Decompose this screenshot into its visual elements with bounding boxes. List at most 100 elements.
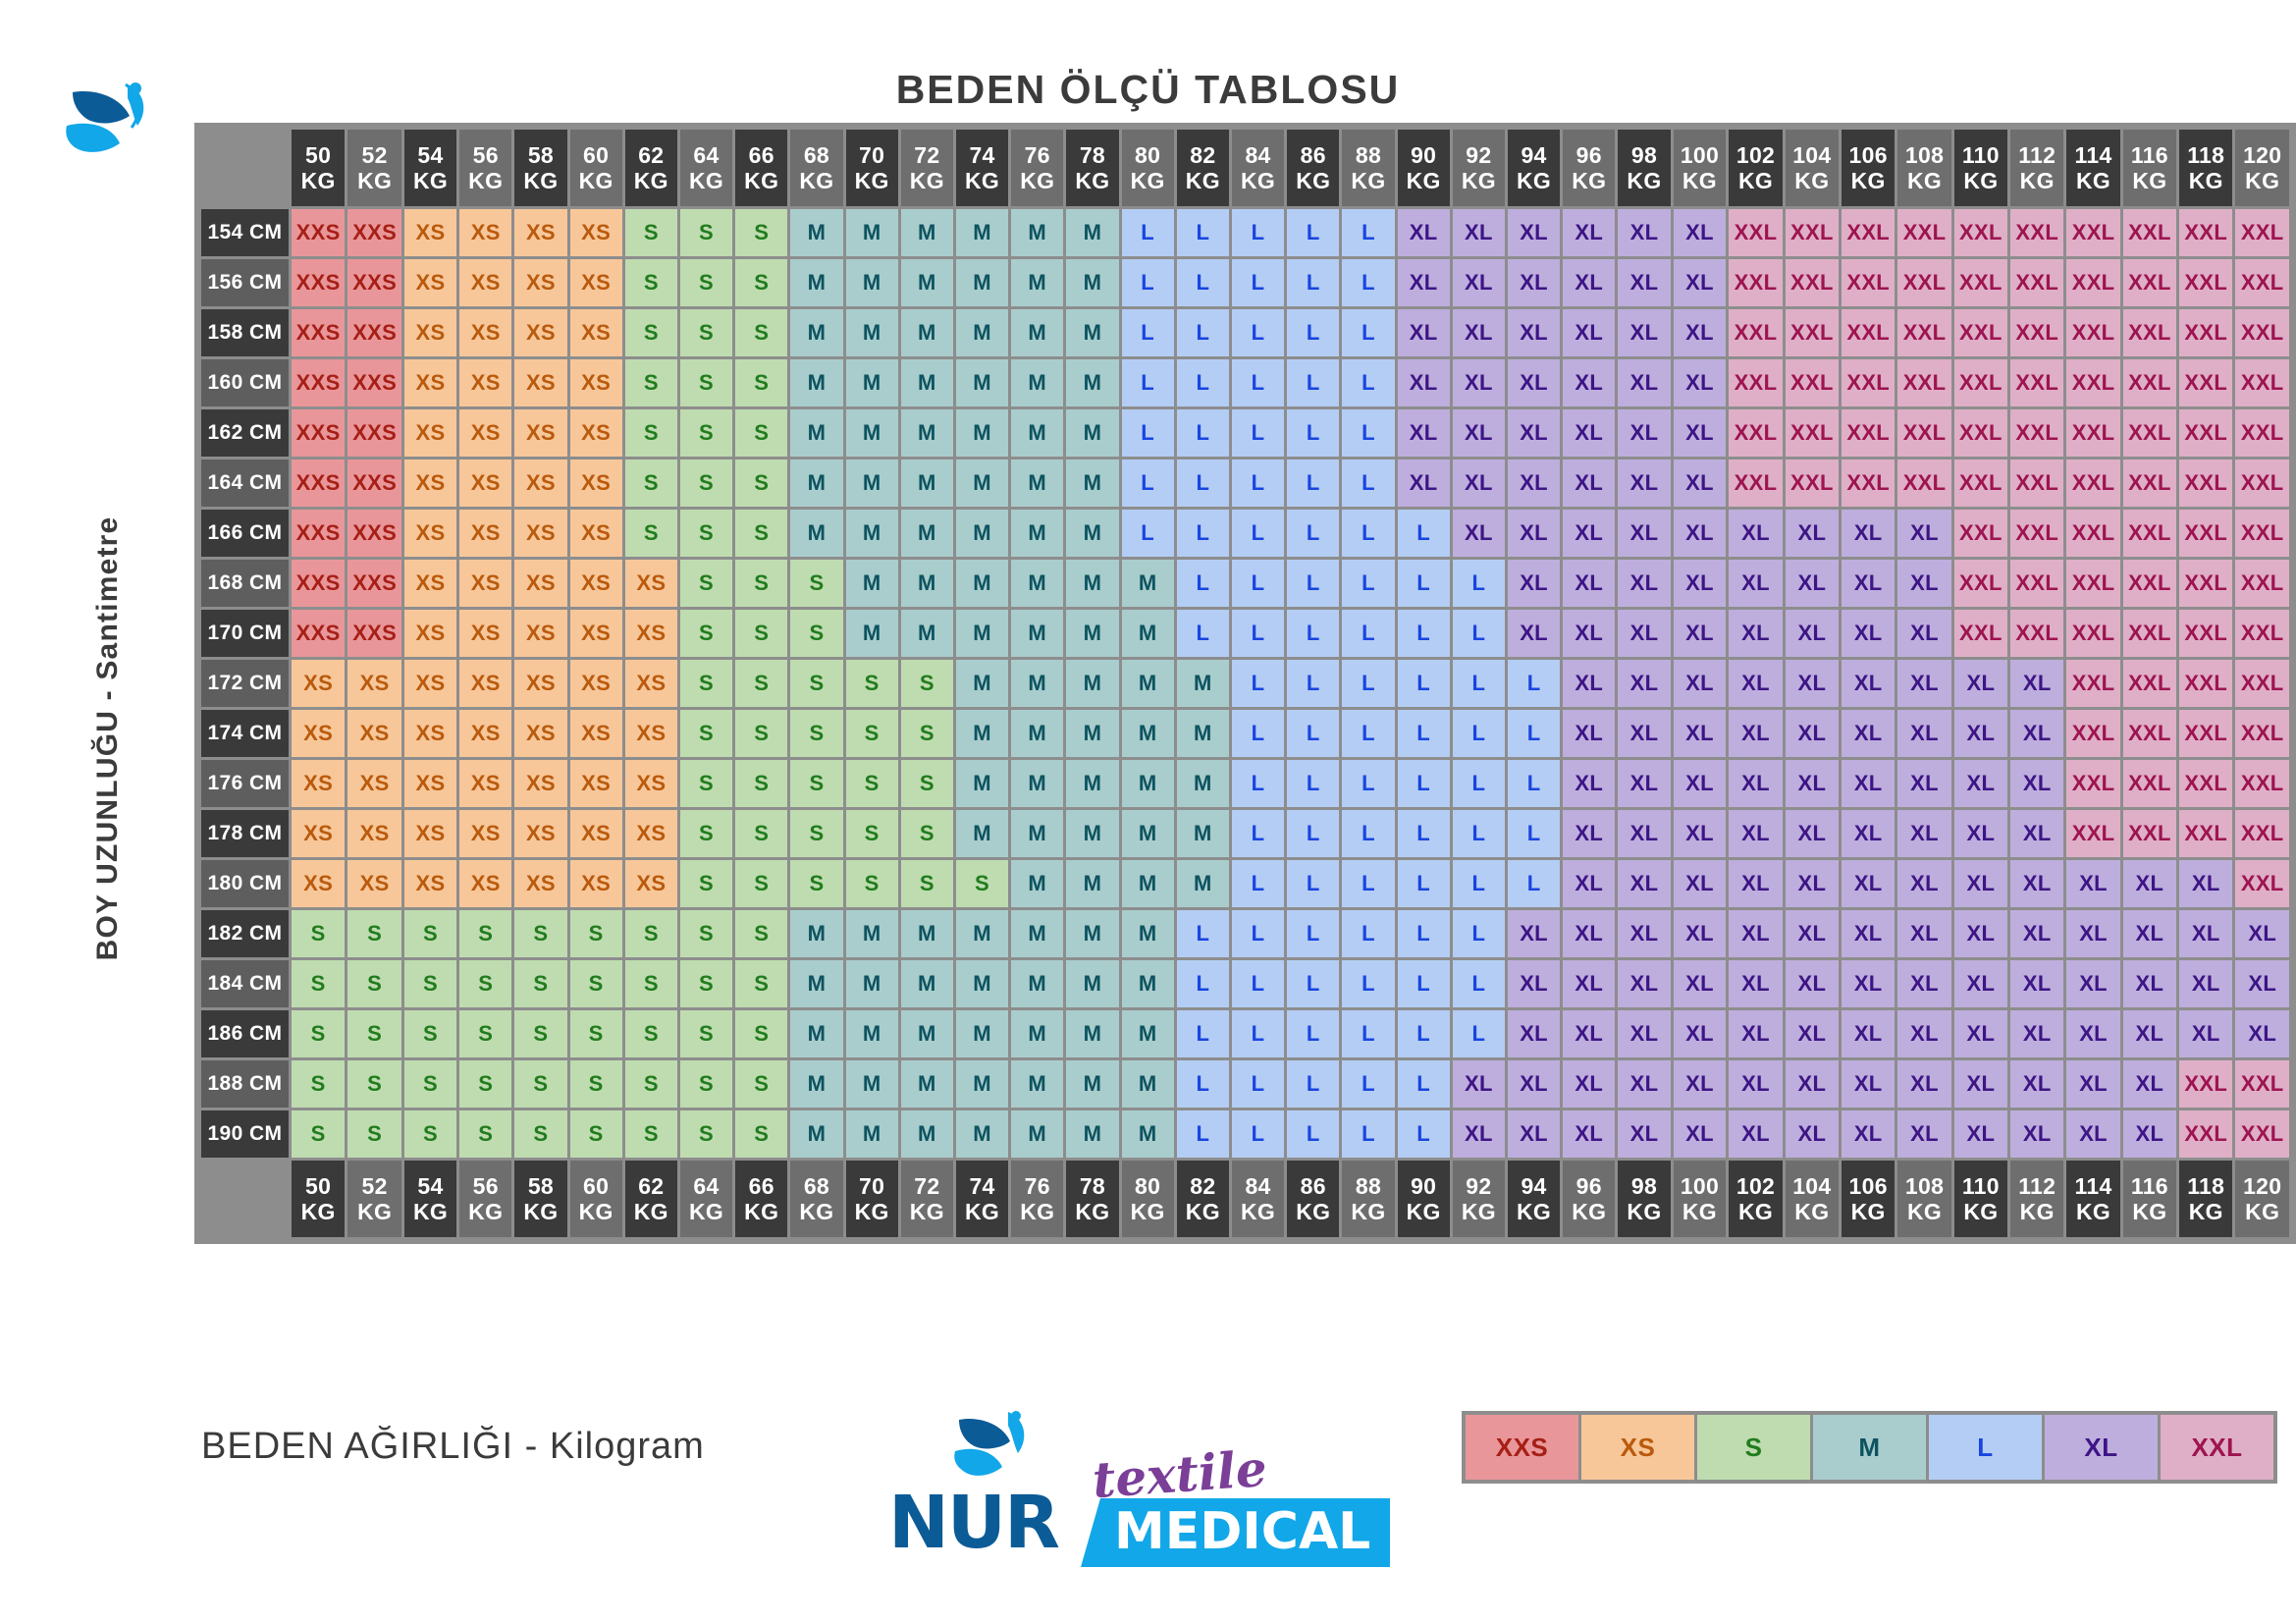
weight-value: 92: [1466, 1173, 1492, 1199]
size-cell: XL: [1842, 960, 1896, 1007]
weight-unit: KG: [1130, 1199, 1165, 1224]
weight-header-cell: 56 KG: [459, 130, 512, 206]
size-cell: M: [1011, 1110, 1064, 1158]
size-cell: M: [1121, 860, 1174, 907]
size-cell: XL: [1785, 1010, 1840, 1057]
height-header-cell: 180 CM: [201, 860, 289, 907]
table-row: 188 CM S S S S S S S S S M M M M M M M L L L L L XL XL XL XL XL XL X…: [201, 1060, 2289, 1108]
size-cell: XXS: [291, 610, 346, 657]
size-cell: M: [1066, 610, 1119, 657]
size-cell: XL: [1673, 460, 1727, 507]
weight-value: 62: [638, 1173, 665, 1199]
weight-value: 64: [693, 1173, 720, 1199]
size-cell: M: [1066, 810, 1119, 857]
height-header-cell: 170 CM: [201, 610, 289, 657]
size-cell: L: [1287, 259, 1340, 306]
height-header-cell: 188 CM: [201, 1060, 289, 1108]
height-header-cell: 176 CM: [201, 760, 289, 807]
weight-header-cell: 98 KG: [1618, 1161, 1671, 1237]
size-cell: XXL: [1785, 359, 1840, 406]
size-cell: XS: [569, 810, 622, 857]
size-cell: M: [1011, 810, 1064, 857]
weight-header-cell: 84 KG: [1231, 130, 1285, 206]
size-cell: S: [735, 1060, 788, 1108]
weight-unit: KG: [964, 1199, 1000, 1224]
size-cell: XL: [1618, 359, 1671, 406]
size-cell: XS: [514, 409, 567, 457]
size-cell: L: [1287, 1060, 1340, 1108]
size-cell: M: [1176, 810, 1229, 857]
size-cell: XL: [1729, 660, 1783, 707]
size-cell: XL: [1842, 510, 1896, 557]
weight-header-cell: 98 KG: [1618, 130, 1671, 206]
size-cell: S: [514, 1060, 567, 1108]
size-cell: S: [735, 710, 788, 757]
weight-unit: KG: [1075, 1199, 1110, 1224]
size-cell: XXL: [1953, 560, 2008, 607]
size-cell: XL: [1785, 1110, 1840, 1158]
weight-unit: KG: [523, 1199, 559, 1224]
size-cell: XXL: [2179, 460, 2233, 507]
size-cell: XXL: [2122, 510, 2177, 557]
size-cell: XXL: [2010, 560, 2064, 607]
size-cell: XL: [1785, 860, 1840, 907]
size-cell: XL: [1563, 359, 1616, 406]
size-cell: L: [1397, 610, 1450, 657]
size-cell: M: [1121, 960, 1174, 1007]
size-cell: XXL: [2010, 460, 2064, 507]
size-cell: XXL: [1842, 209, 1896, 256]
weight-unit: KG: [2019, 1199, 2055, 1224]
weight-value: 86: [1300, 1173, 1326, 1199]
size-cell: XS: [514, 259, 567, 306]
size-cell: L: [1287, 860, 1340, 907]
size-cell: S: [569, 910, 622, 957]
weight-header-cell: 108 KG: [1897, 1161, 1951, 1237]
table-corner-cell: [201, 1161, 289, 1237]
size-cell: M: [1066, 1060, 1119, 1108]
size-cell: L: [1287, 960, 1340, 1007]
size-cell: XL: [2066, 860, 2120, 907]
size-cell: XS: [514, 359, 567, 406]
weight-unit: KG: [854, 168, 889, 193]
size-cell: XL: [1785, 1060, 1840, 1108]
size-cell: XS: [403, 710, 457, 757]
size-cell: S: [735, 510, 788, 557]
weight-header-cell: 66 KG: [735, 1161, 788, 1237]
weight-unit: KG: [1850, 168, 1886, 193]
size-cell: S: [679, 309, 733, 356]
size-cell: XXL: [1785, 209, 1840, 256]
size-cell: XXS: [291, 560, 346, 607]
butterfly-logo-icon: [59, 77, 167, 185]
size-legend: XXS XS S M L XL XXL: [1462, 1411, 2277, 1484]
size-cell: XXL: [2179, 610, 2233, 657]
size-cell: XS: [624, 560, 677, 607]
weight-value: 104: [1792, 142, 1832, 168]
weight-header-cell: 120 KG: [2235, 130, 2289, 206]
size-cell: M: [1011, 460, 1064, 507]
size-cell: S: [679, 1010, 733, 1057]
size-cell: XL: [1563, 309, 1616, 356]
height-header-cell: 168 CM: [201, 560, 289, 607]
size-cell: M: [1121, 560, 1174, 607]
size-cell: XL: [1673, 610, 1727, 657]
size-cell: M: [1011, 560, 1064, 607]
size-cell: S: [403, 1060, 457, 1108]
weight-value: 104: [1792, 1173, 1832, 1199]
size-cell: XL: [1507, 610, 1561, 657]
size-cell: XL: [1452, 510, 1505, 557]
size-cell: XL: [1673, 209, 1727, 256]
size-cell: M: [790, 960, 843, 1007]
size-cell: M: [955, 259, 1009, 306]
size-cell: XL: [1673, 259, 1727, 306]
legend-item-xxs: XXS: [1466, 1415, 1578, 1480]
size-cell: XL: [1507, 359, 1561, 406]
weight-value: 120: [2243, 1173, 2282, 1199]
size-cell: S: [845, 660, 898, 707]
table-row: 160 CM XXS XXS XS XS XS XS S S S M M M M M M L L L L L XL XL XL…: [201, 359, 2289, 406]
size-cell: S: [624, 1010, 677, 1057]
size-cell: XXL: [2122, 610, 2177, 657]
size-cell: S: [679, 960, 733, 1007]
size-cell: M: [955, 359, 1009, 406]
table-row: 162 CM XXS XXS XS XS XS XS S S S M M M M M M L L L L L XL XL XL…: [201, 409, 2289, 457]
